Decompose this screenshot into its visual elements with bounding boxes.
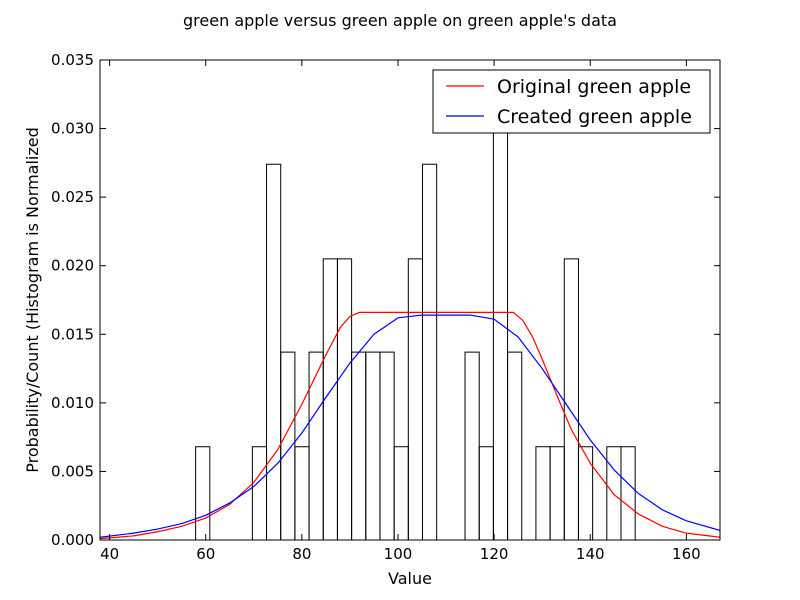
histogram-bar — [251, 446, 268, 540]
x-tick-label: 80 — [292, 545, 311, 563]
histogram-bar — [195, 446, 211, 540]
histogram-bar — [266, 163, 282, 540]
series-line-created — [100, 314, 720, 538]
y-tick-label: 0.020 — [51, 257, 94, 275]
histogram-bar — [535, 446, 551, 540]
y-tick-label: 0.000 — [51, 531, 94, 549]
y-tick-label: 0.030 — [51, 120, 94, 138]
histogram-bar — [379, 351, 395, 540]
x-tick-label: 140 — [576, 545, 605, 563]
axes: 40 60 80 100 120 140 160 0.000 0.005 0.010 0.015 0.… — [51, 51, 720, 563]
x-tick-label: 160 — [672, 545, 701, 563]
y-tick-label: 0.005 — [51, 462, 94, 480]
histogram-bar — [365, 351, 381, 540]
x-tick-label: 100 — [384, 545, 413, 563]
histogram-bar — [620, 446, 636, 540]
histogram-bar — [478, 446, 494, 540]
x-tick-label: 120 — [480, 545, 509, 563]
legend-label-original: Original green apple — [497, 76, 691, 98]
y-tick-label: 0.035 — [51, 51, 94, 69]
series-line-original — [100, 311, 720, 540]
histogram-bars — [195, 70, 636, 540]
histogram-bar — [407, 258, 424, 540]
histogram-bar — [577, 446, 594, 540]
x-tick-label: 40 — [100, 545, 119, 563]
histogram-bar — [549, 446, 565, 540]
y-axis-label: Probability/Count (Histogram is Normaliz… — [23, 127, 42, 473]
histogram-bar — [351, 351, 367, 540]
x-axis-label: Value — [388, 569, 432, 588]
histogram-bar — [308, 351, 324, 540]
x-tick-label: 60 — [196, 545, 215, 563]
histogram-bar — [393, 446, 409, 540]
histogram-bar — [280, 351, 296, 540]
y-tick-label: 0.015 — [51, 325, 94, 343]
legend-label-created: Created green apple — [497, 106, 692, 128]
legend-box — [432, 69, 711, 134]
y-tick-label: 0.025 — [51, 188, 94, 206]
histogram-bar — [563, 258, 579, 540]
histogram-bar — [294, 446, 310, 540]
plot-frame — [99, 59, 721, 541]
histogram-bar — [464, 351, 480, 540]
histogram-bar — [422, 163, 438, 540]
plot-area — [100, 70, 720, 540]
histogram-bar — [322, 258, 338, 540]
histogram-bar — [336, 258, 353, 540]
histogram-bar — [492, 70, 509, 540]
legend: Original green apple Created green apple — [432, 69, 711, 134]
y-tick-label: 0.010 — [51, 394, 94, 412]
chart-title: green apple versus green apple on green … — [183, 11, 617, 30]
histogram-bar — [507, 351, 523, 540]
